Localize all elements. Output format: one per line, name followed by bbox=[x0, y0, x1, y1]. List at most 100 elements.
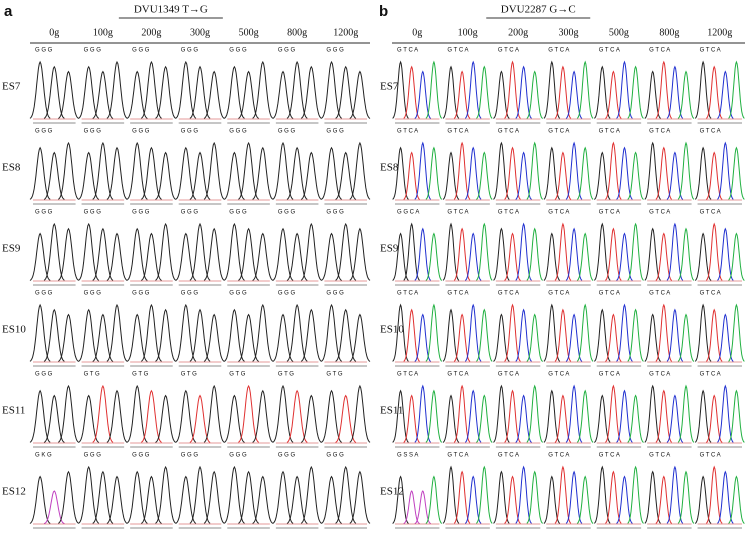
trace-peak bbox=[554, 65, 572, 119]
trace-peak bbox=[453, 384, 471, 443]
trace-peak bbox=[493, 470, 510, 524]
trace-peak bbox=[554, 308, 572, 362]
trace-peak bbox=[126, 470, 148, 524]
base-calls: G T C A bbox=[649, 210, 670, 216]
base-calls: G T C A bbox=[447, 372, 468, 378]
trace-peak bbox=[717, 141, 734, 200]
trace-peak bbox=[526, 70, 544, 119]
column-header: 800g bbox=[659, 27, 679, 38]
panel-label: a bbox=[4, 3, 13, 20]
trace-peak bbox=[349, 227, 371, 281]
trace-peak bbox=[515, 222, 532, 281]
base-calls: G T C A bbox=[548, 210, 569, 216]
column-header: 200g bbox=[508, 27, 528, 38]
trace-peak bbox=[300, 151, 322, 200]
trace-peak bbox=[728, 303, 745, 362]
trace-peak bbox=[403, 308, 420, 362]
base-calls: G G G bbox=[35, 48, 53, 54]
trace-peak bbox=[272, 384, 294, 443]
trace-peak bbox=[717, 384, 734, 443]
base-calls: G G G bbox=[229, 210, 247, 216]
trace-peak bbox=[335, 308, 357, 362]
base-calls: G T C A bbox=[548, 48, 569, 54]
base-calls: G G G bbox=[181, 210, 199, 216]
base-calls: G T C A bbox=[700, 372, 721, 378]
base-calls: G T C A bbox=[397, 372, 418, 378]
trace-peak bbox=[442, 465, 460, 524]
trace-peak bbox=[493, 384, 510, 443]
trace-peak bbox=[155, 65, 177, 119]
column-header: 0g bbox=[49, 27, 59, 38]
trace-peak bbox=[677, 227, 695, 281]
base-calls: G T C A bbox=[548, 372, 569, 378]
trace-peak bbox=[705, 308, 723, 362]
base-calls: G G G bbox=[35, 129, 53, 135]
trace-peak bbox=[515, 308, 532, 362]
base-calls: G T C A bbox=[548, 291, 569, 297]
trace-peak bbox=[106, 303, 128, 362]
base-calls: G G G bbox=[229, 48, 247, 54]
trace-peak bbox=[677, 313, 695, 362]
row-label: ES7 bbox=[380, 81, 399, 93]
base-calls: G G C A bbox=[397, 210, 419, 216]
trace-peak bbox=[189, 465, 211, 524]
base-calls: G T C A bbox=[700, 291, 721, 297]
trace-peak bbox=[126, 384, 148, 443]
trace-peak bbox=[126, 141, 148, 200]
base-calls: G G G bbox=[84, 210, 102, 216]
base-calls: G T C A bbox=[548, 453, 569, 459]
base-calls: G T C A bbox=[548, 129, 569, 135]
trace-peak bbox=[300, 394, 322, 443]
row-label: ES10 bbox=[2, 324, 26, 336]
base-calls: G G G bbox=[278, 210, 296, 216]
trace-peak bbox=[644, 141, 661, 200]
trace-peak bbox=[286, 146, 308, 200]
trace-peak bbox=[252, 232, 274, 281]
trace-peak bbox=[605, 227, 622, 281]
trace-peak bbox=[666, 465, 684, 524]
trace-peak bbox=[593, 465, 611, 524]
trace-peak bbox=[58, 470, 79, 524]
trace-peak bbox=[627, 222, 644, 281]
trace-peak bbox=[576, 389, 594, 443]
trace-peak bbox=[644, 384, 661, 443]
column-header: 500g bbox=[609, 27, 629, 38]
base-calls: G T C A bbox=[447, 48, 468, 54]
trace-peak bbox=[425, 475, 443, 524]
trace-peak bbox=[286, 389, 308, 443]
trace-peak bbox=[504, 303, 521, 362]
trace-peak bbox=[106, 146, 128, 200]
trace-peak bbox=[349, 141, 371, 200]
trace-peak bbox=[593, 65, 611, 119]
trace-peak bbox=[155, 394, 177, 443]
trace-peak bbox=[425, 60, 443, 119]
trace-peak bbox=[175, 146, 197, 200]
trace-peak bbox=[414, 384, 432, 443]
trace-peak bbox=[677, 70, 695, 119]
trace-peak bbox=[526, 313, 544, 362]
base-calls: G G G bbox=[84, 129, 102, 135]
trace-peak bbox=[543, 303, 561, 362]
trace-peak bbox=[728, 60, 745, 119]
base-calls: G G G bbox=[132, 48, 150, 54]
trace-peak bbox=[335, 222, 357, 281]
trace-peak bbox=[476, 151, 493, 200]
trace-peak bbox=[593, 308, 611, 362]
trace-peak bbox=[694, 146, 712, 200]
trace-peak bbox=[464, 60, 482, 119]
trace-peak bbox=[605, 470, 622, 524]
base-calls: G T C A bbox=[397, 291, 418, 297]
trace-peak bbox=[694, 389, 712, 443]
trace-peak bbox=[453, 470, 471, 524]
trace-peak bbox=[203, 313, 225, 362]
trace-peak bbox=[576, 303, 594, 362]
base-calls: G T G bbox=[229, 372, 245, 378]
base-calls: G T C A bbox=[447, 210, 468, 216]
trace-peak bbox=[605, 384, 622, 443]
base-calls: G G G bbox=[278, 48, 296, 54]
trace-peak bbox=[543, 389, 561, 443]
base-calls: G T C A bbox=[498, 372, 519, 378]
column-header: 300g bbox=[190, 27, 210, 38]
base-calls: G G G bbox=[278, 129, 296, 135]
